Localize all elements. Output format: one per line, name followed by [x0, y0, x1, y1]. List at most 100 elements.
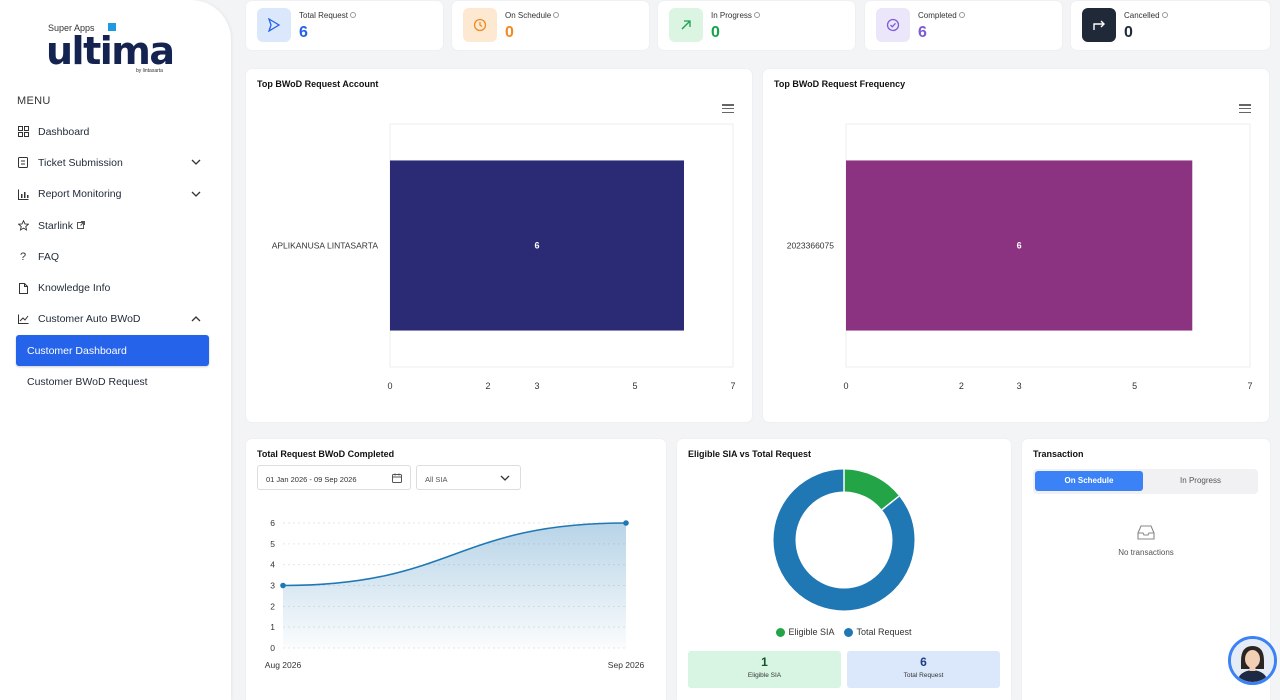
empty-state-text: No transactions — [1118, 548, 1174, 557]
data-label: 6 — [1017, 241, 1022, 251]
legend-item-total[interactable]: Total Request — [844, 627, 912, 637]
sidebar-item-label: Customer Dashboard — [27, 344, 127, 357]
data-point — [623, 520, 629, 526]
summary-eligible-sia: 1 Eligible SIA — [688, 651, 841, 688]
chevron-down-icon[interactable] — [191, 156, 201, 168]
info-icon[interactable] — [958, 12, 965, 18]
menu-title: MENU — [17, 95, 51, 107]
sidebar-item-faq[interactable]: ? FAQ — [16, 241, 209, 272]
x-tick-label: 5 — [1132, 381, 1137, 391]
frequency-chart-card: Top BWoD Request Frequency 6 2023366075 0 2… — [763, 69, 1269, 422]
chevron-up-icon[interactable] — [191, 313, 201, 325]
x-tick-label: 7 — [1247, 381, 1252, 391]
stat-label: Cancelled — [1124, 11, 1160, 20]
tab-on-schedule[interactable]: On Schedule — [1035, 471, 1143, 491]
eligible-chart-card: Eligible SIA vs Total Request Eligible S… — [677, 439, 1011, 700]
clipboard-icon — [17, 157, 29, 169]
category-label: APLIKANUSA LINTASARTA — [272, 241, 379, 251]
sidebar-item-label: Customer Auto BWoD — [38, 313, 141, 326]
forward-arrow-icon — [1082, 8, 1116, 42]
x-tick-label: Sep 2026 — [608, 660, 645, 670]
legend-item-eligible[interactable]: Eligible SIA — [776, 627, 834, 637]
x-tick-label: 2 — [959, 381, 964, 391]
x-tick-label: 2 — [485, 381, 490, 391]
assistant-avatar[interactable] — [1228, 636, 1277, 685]
sia-filter-value: All SIA — [425, 475, 448, 484]
frequency-bar-chart: 6 2023366075 0 2 3 5 7 — [787, 123, 1253, 391]
trend-icon — [17, 313, 29, 325]
legend-label: Total Request — [856, 627, 912, 637]
stat-label: Total Request — [299, 11, 348, 20]
logo-super-apps: Super Apps — [48, 23, 95, 33]
sidebar-item-starlink[interactable]: Starlink — [16, 210, 209, 241]
x-tick-label: 0 — [387, 381, 392, 391]
logo-wordmark: ultima — [46, 29, 175, 73]
sidebar-item-knowledge-info[interactable]: Knowledge Info — [16, 272, 209, 303]
clock-icon — [463, 8, 497, 42]
info-icon[interactable] — [1161, 12, 1168, 18]
ultima-logo[interactable]: Super Apps ultima by lintasarta — [46, 20, 176, 80]
arrow-up-right-icon — [669, 8, 703, 42]
chevron-down-icon — [500, 474, 510, 483]
sidebar-item-dashboard[interactable]: Dashboard — [16, 116, 209, 147]
area-fill — [283, 523, 626, 648]
series-line — [282, 522, 627, 587]
stat-card-completed: Completed 6 — [865, 1, 1062, 50]
sidebar-item-report-monitoring[interactable]: Report Monitoring — [16, 179, 209, 210]
y-tick-label: 5 — [270, 539, 275, 549]
sidebar-item-customer-auto-bwod[interactable]: Customer Auto BWoD — [16, 304, 209, 335]
account-chart-card: Top BWoD Request Account 6 APLIKANUSA LIN… — [246, 69, 752, 422]
file-icon — [17, 282, 29, 294]
legend-dot — [776, 627, 786, 637]
y-tick-label: 3 — [270, 581, 275, 591]
stat-label: Completed — [918, 11, 957, 20]
y-tick-label: 4 — [270, 560, 275, 570]
sia-filter-select[interactable]: All SIA — [416, 465, 521, 490]
slice-separator — [881, 495, 900, 511]
stat-card-cancelled: Cancelled 0 — [1071, 1, 1270, 50]
summary-label: Total Request — [903, 672, 944, 679]
sidebar-item-customer-bwod-request[interactable]: Customer BWoD Request — [16, 366, 209, 397]
eligible-donut-chart — [773, 469, 915, 611]
calendar-icon[interactable] — [392, 473, 402, 485]
stat-label: In Progress — [711, 11, 752, 20]
check-circle-icon — [876, 8, 910, 42]
sidebar-item-label: Report Monitoring — [38, 188, 122, 201]
sidebar-item-label: Knowledge Info — [38, 282, 111, 295]
tab-in-progress[interactable]: In Progress — [1180, 476, 1221, 485]
stat-value: 6 — [918, 24, 927, 41]
stat-value: 6 — [299, 24, 308, 41]
date-range-input[interactable]: 01 Jan 2026 - 09 Sep 2026 — [257, 465, 411, 490]
sidebar-item-ticket-submission[interactable]: Ticket Submission — [16, 147, 209, 178]
chevron-down-icon[interactable] — [191, 188, 201, 200]
chart-menu-icon[interactable] — [722, 104, 734, 113]
chart-title: Total Request BWoD Completed — [257, 449, 395, 459]
x-tick-label: 3 — [534, 381, 539, 391]
y-tick-label: 1 — [270, 622, 275, 632]
sidebar-item-label: Dashboard — [38, 125, 90, 138]
stat-card-total-request: Total Request 6 — [246, 1, 443, 50]
data-label: 6 — [534, 241, 539, 251]
sidebar: Super Apps ultima by lintasarta MENU Das… — [0, 0, 231, 700]
person-icon — [1231, 639, 1274, 682]
summary-total-request: 6 Total Request — [847, 651, 1000, 688]
star-icon — [17, 220, 29, 232]
x-tick-label: 3 — [1017, 381, 1022, 391]
logo-square-icon — [108, 23, 116, 31]
stat-card-in-progress: In Progress 0 — [658, 1, 855, 50]
send-icon — [257, 8, 291, 42]
stat-card-on-schedule: On Schedule 0 — [452, 1, 649, 50]
info-icon[interactable] — [553, 12, 560, 18]
y-tick-label: 2 — [270, 601, 275, 611]
donut-legend: Eligible SIA Total Request — [677, 627, 1011, 637]
info-icon[interactable] — [349, 12, 356, 18]
completed-chart-card: Total Request BWoD Completed 01 Jan 2026… — [246, 439, 666, 700]
sidebar-item-label: Ticket Submission — [38, 156, 123, 169]
sidebar-item-customer-dashboard[interactable]: Customer Dashboard — [16, 335, 209, 367]
question-icon: ? — [19, 250, 27, 263]
stat-value: 0 — [1124, 24, 1133, 41]
info-icon[interactable] — [753, 12, 760, 18]
category-label: 2023366075 — [787, 241, 835, 251]
x-tick-label: 5 — [632, 381, 637, 391]
chart-menu-icon[interactable] — [1239, 104, 1251, 113]
